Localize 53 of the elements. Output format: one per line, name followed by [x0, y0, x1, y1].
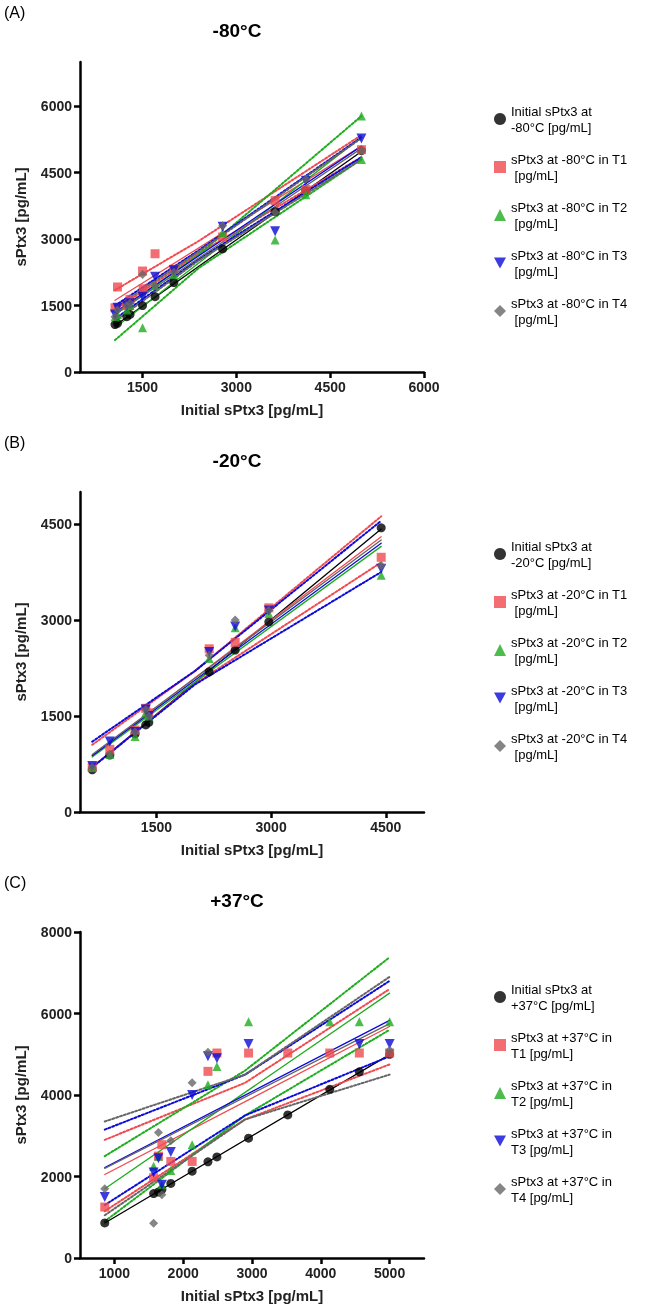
legend-label: sPtx3 at -20°C in T3 [pg/mL]	[511, 682, 628, 714]
text: (C)	[4, 873, 27, 891]
text: (A)	[4, 3, 26, 21]
y-tick-label: 3000	[40, 231, 73, 248]
x-tick-label: 1500	[140, 819, 173, 835]
y-tick-label: 6000	[40, 1005, 73, 1022]
legend-label: sPtx3 at -80°C in T4 [pg/mL]	[511, 295, 628, 327]
legend-label: sPtx3 at -20°C in T4 [pg/mL]	[511, 730, 628, 762]
y-tick-label: 0	[64, 1250, 73, 1266]
x-tick-label: 4500	[370, 819, 402, 835]
y-tick-label: 8000	[40, 924, 73, 940]
y-axis-title: sPtx3 [pg/mL]	[12, 602, 29, 702]
x-tick-label: 3000	[255, 819, 287, 835]
y-tick-label: 0	[64, 804, 73, 820]
x-axis-title: Initial sPtx3 [pg/mL]	[180, 401, 324, 418]
legend-label: sPtx3 at +37°C in T4 [pg/mL]	[511, 1173, 616, 1205]
y-tick-label: 4500	[40, 164, 73, 181]
x-tick-label: 6000	[408, 379, 440, 395]
legend-label: sPtx3 at -80°C in T3 [pg/mL]	[511, 247, 628, 279]
x-tick-label: 3000	[236, 1265, 268, 1281]
chart-title: +37°C	[210, 890, 265, 911]
y-tick-label: 0	[64, 364, 73, 380]
y-axis-title: sPtx3 [pg/mL]	[12, 167, 29, 267]
y-tick-label: 1500	[40, 297, 73, 314]
y-tick-label: 4000	[40, 1087, 73, 1103]
x-tick-label: 3000	[220, 379, 253, 395]
legend-label: sPtx3 at -20°C in T1 [pg/mL]	[511, 586, 628, 618]
legend-label: sPtx3 at -80°C in T1 [pg/mL]	[511, 151, 628, 183]
text: (B)	[4, 433, 26, 451]
y-tick-label: 2000	[40, 1168, 73, 1185]
legend-label: sPtx3 at -80°C in T2 [pg/mL]	[511, 199, 628, 231]
y-tick-label: 6000	[40, 98, 73, 115]
x-tick-label: 4500	[314, 379, 346, 395]
legend-label: Initial sPtx3 at -80°C [pg/mL]	[511, 103, 596, 135]
y-tick-label: 4500	[40, 516, 73, 532]
legend-label: Initial sPtx3 at -20°C [pg/mL]	[511, 538, 596, 570]
chart-title: -80°C	[212, 20, 262, 41]
y-tick-label: 1500	[40, 708, 73, 724]
x-axis-title: Initial sPtx3 [pg/mL]	[180, 1287, 324, 1304]
x-tick-label: 1500	[126, 379, 159, 395]
legend-label: sPtx3 at +37°C in T1 [pg/mL]	[511, 1029, 616, 1061]
legend-label: sPtx3 at -20°C in T2 [pg/mL]	[511, 634, 628, 666]
x-tick-label: 1000	[98, 1265, 131, 1281]
x-tick-label: 2000	[167, 1265, 199, 1281]
y-axis-title: sPtx3 [pg/mL]	[12, 1045, 29, 1145]
legend-label: Initial sPtx3 at +37°C [pg/mL]	[511, 981, 596, 1013]
x-tick-label: 5000	[374, 1265, 406, 1281]
x-tick-label: 4000	[305, 1265, 337, 1281]
chart-title: -20°C	[212, 450, 262, 471]
legend-label: sPtx3 at +37°C in T2 [pg/mL]	[511, 1077, 616, 1109]
y-tick-label: 3000	[40, 612, 73, 628]
x-axis-title: Initial sPtx3 [pg/mL]	[180, 841, 324, 858]
legend-label: sPtx3 at +37°C in T3 [pg/mL]	[511, 1125, 616, 1157]
